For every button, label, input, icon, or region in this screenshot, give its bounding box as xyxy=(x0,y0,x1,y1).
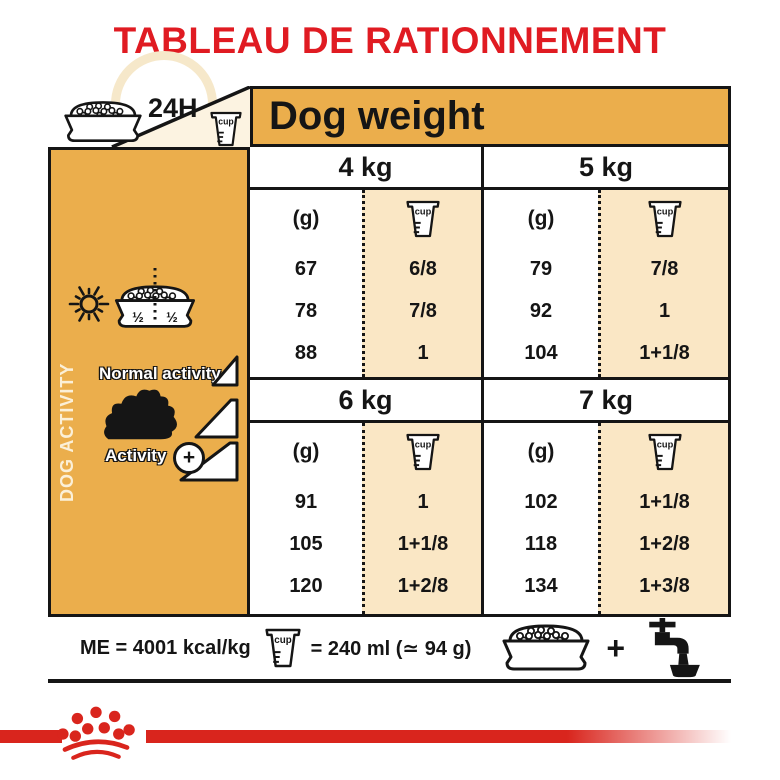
metabolizable-energy-label: ME = 4001 kcal/kg xyxy=(80,636,251,659)
weight-header-row-2: 6 kg 7 kg xyxy=(250,380,728,423)
cups-column-7kg: 1+1/8 1+2/8 1+3/8 xyxy=(598,423,728,614)
cups-value: 1+2/8 xyxy=(397,574,449,597)
grams-value: 67 xyxy=(294,257,318,280)
grams-column-7kg: (g) 102 118 134 xyxy=(484,423,598,614)
cups-value: 1+3/8 xyxy=(639,574,690,597)
grams-value: 78 xyxy=(294,299,318,322)
section-7kg: (g) 102 118 134 1+1/8 1+2/8 1+3/8 xyxy=(484,423,728,614)
ration-table: 4 kg 5 kg (g) 67 78 88 6/8 7/8 1 xyxy=(250,147,731,617)
brand-stripe-right xyxy=(146,730,731,743)
normal-activity-label: Normal activity xyxy=(99,364,221,383)
grams-column-6kg: (g) 91 105 120 xyxy=(250,423,362,614)
weight-header-5kg: 5 kg xyxy=(578,151,634,182)
water-faucet-icon xyxy=(649,618,700,678)
grams-value: 79 xyxy=(529,257,553,280)
weight-header-4kg: 4 kg xyxy=(250,147,484,187)
legend-footer: ME = 4001 kcal/kg = 240 ml (≃ 94 g) + xyxy=(48,617,731,683)
half-portions-bowl-icon: ½ ½ xyxy=(114,268,196,328)
duration-label: 24H xyxy=(148,93,198,123)
cups-value: 6/8 xyxy=(409,257,437,280)
weight-header-7kg: 7 kg xyxy=(578,384,634,415)
sun-icon xyxy=(68,286,110,322)
half-left-label: ½ xyxy=(132,309,144,325)
cups-column-5kg: 7/8 1 1+1/8 xyxy=(598,190,728,377)
cup-icon xyxy=(406,198,440,240)
moon-icon xyxy=(221,290,236,320)
grams-label: (g) xyxy=(527,440,555,463)
cups-column-4kg: 6/8 7/8 1 xyxy=(362,190,481,377)
grams-column-5kg: (g) 79 92 104 xyxy=(484,190,598,377)
cup-icon xyxy=(265,625,301,671)
section-5kg: (g) 79 92 104 7/8 1 1+1/8 xyxy=(484,190,728,377)
cup-icon xyxy=(648,431,682,473)
cup-equivalence-label: = 240 ml (≃ 94 g) xyxy=(310,637,472,660)
grams-label: (g) xyxy=(527,207,555,230)
half-right-label: ½ xyxy=(166,309,178,325)
cups-value: 1+1/8 xyxy=(639,341,690,364)
section-6kg: (g) 91 105 120 1 1+1/8 1+2/8 xyxy=(250,423,484,614)
cups-value: 1 xyxy=(658,299,671,322)
grams-value: 102 xyxy=(524,490,558,513)
weight-header-row-1: 4 kg 5 kg xyxy=(250,147,728,190)
cup-icon xyxy=(210,108,242,150)
grams-value: 105 xyxy=(289,532,323,555)
page-title: TABLEAU DE RATIONNEMENT xyxy=(113,20,667,61)
grams-column-4kg: (g) 67 78 88 xyxy=(250,190,362,377)
dog-weight-label: Dog weight xyxy=(269,94,485,138)
weight-header-6kg: 6 kg xyxy=(250,380,484,420)
grams-value: 88 xyxy=(294,341,318,364)
dog-activity-sidebar: ½ ½ DOG ACTIVITY Normal activity Activit… xyxy=(48,147,250,617)
section-4kg: (g) 67 78 88 6/8 7/8 1 xyxy=(250,190,484,377)
cups-value: 1 xyxy=(417,341,429,364)
grams-value: 118 xyxy=(524,532,558,555)
cups-value: 1+1/8 xyxy=(639,490,690,513)
cups-column-6kg: 1 1+1/8 1+2/8 xyxy=(362,423,481,614)
activity-ramp-icons xyxy=(179,355,239,482)
activity-label: Activity xyxy=(105,446,167,465)
activity-plus-icon: + xyxy=(173,442,205,474)
grams-value: 120 xyxy=(289,574,323,597)
dog-weight-header: Dog weight xyxy=(250,86,731,147)
plus-sign: + xyxy=(606,629,625,666)
grams-label: (g) xyxy=(292,207,320,230)
cup-icon xyxy=(406,431,440,473)
grams-value: 134 xyxy=(524,574,558,597)
grams-label: (g) xyxy=(292,440,320,463)
kibble-bowl-icon xyxy=(58,98,148,146)
data-row-section-1: (g) 67 78 88 6/8 7/8 1 (g) 79 92 104 xyxy=(250,190,728,380)
dog-activity-vertical-label: DOG ACTIVITY xyxy=(57,362,77,502)
cups-value: 1+1/8 xyxy=(397,532,449,555)
data-row-section-2: (g) 91 105 120 1 1+1/8 1+2/8 (g) 102 118 xyxy=(250,423,728,614)
royal-canin-crown-logo xyxy=(57,706,135,760)
kibble-bowl-icon xyxy=(494,621,598,675)
cups-value: 1+2/8 xyxy=(639,532,690,555)
grams-value: 91 xyxy=(294,490,318,513)
cups-value: 7/8 xyxy=(650,257,679,280)
cups-value: 7/8 xyxy=(409,299,437,322)
activity-plus-glyph: + xyxy=(182,446,196,469)
dog-silhouette-icon xyxy=(104,389,177,440)
cup-icon xyxy=(648,198,682,240)
brand-stripe-left xyxy=(0,730,62,743)
grams-value: 104 xyxy=(524,341,558,364)
cups-value: 1 xyxy=(417,490,429,513)
grams-value: 92 xyxy=(529,299,553,322)
